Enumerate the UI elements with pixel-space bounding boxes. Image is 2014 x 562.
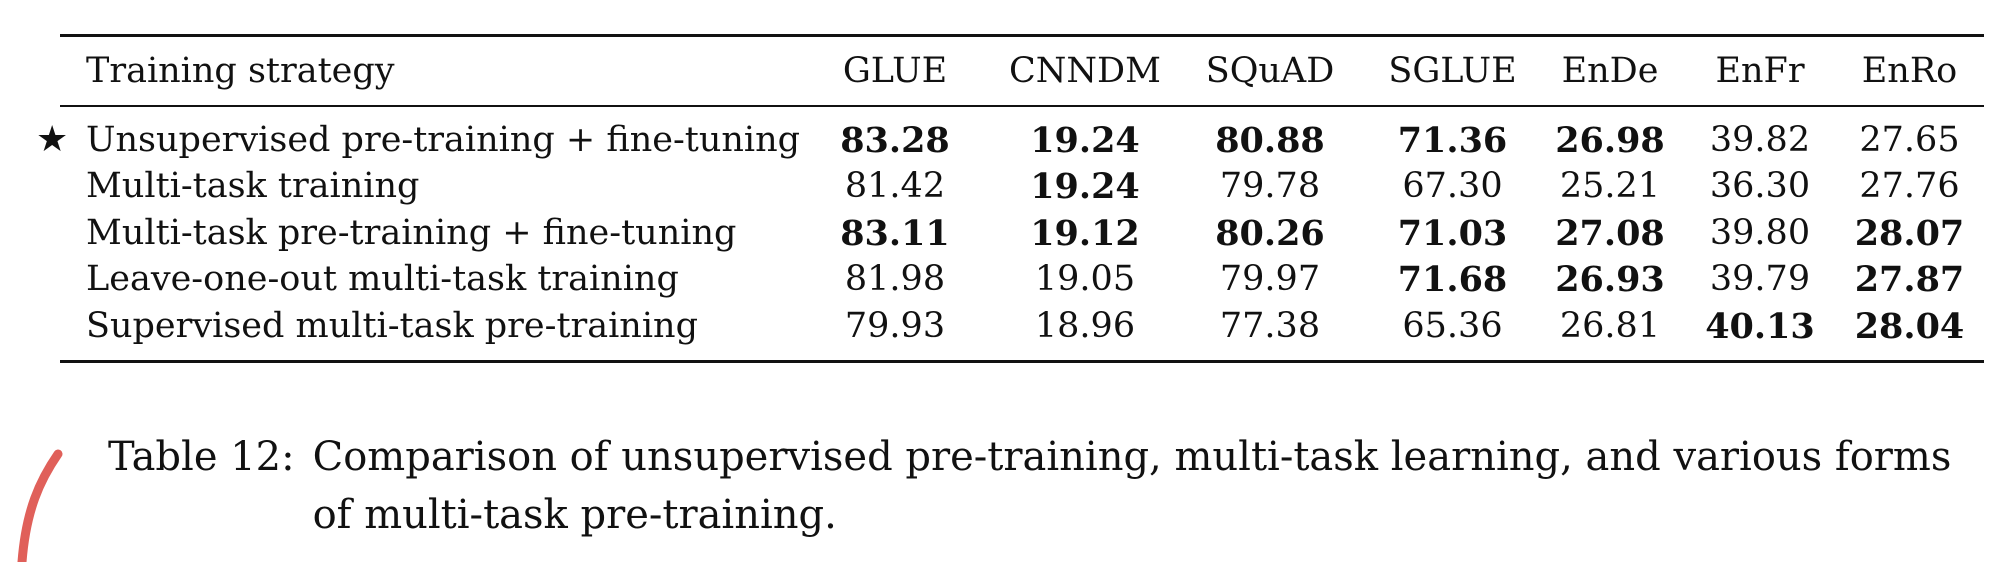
cell-sglue: 67.30 xyxy=(1402,166,1503,207)
table-row: Supervised multi-task pre-training 79.93 1… xyxy=(60,303,1984,350)
cell-glue: 83.11 xyxy=(840,212,950,254)
table-bottom-rule xyxy=(60,359,1984,363)
cell-enro: 27.76 xyxy=(1859,166,1960,207)
cell-cnndm: 19.24 xyxy=(1030,166,1140,208)
results-table: Training strategy GLUE CNNDM SQuAD SGLUE… xyxy=(36,34,1984,363)
caption-label: Table 12: xyxy=(108,434,295,480)
cell-sglue: 71.68 xyxy=(1397,259,1508,301)
cell-cnndm: 19.05 xyxy=(1034,259,1136,300)
row-label: ★ Unsupervised pre-training + fine-tuning xyxy=(36,122,800,158)
cell-cnndm: 18.96 xyxy=(1034,305,1136,346)
cell-sglue: 71.36 xyxy=(1397,119,1508,161)
cell-glue: 81.42 xyxy=(844,166,946,207)
table-header-row: Training strategy GLUE CNNDM SQuAD SGLUE… xyxy=(60,37,1984,105)
cell-squad: 79.97 xyxy=(1219,259,1321,300)
cell-sglue: 71.03 xyxy=(1397,212,1508,254)
cell-squad: 79.78 xyxy=(1219,166,1321,207)
row-label-text: Unsupervised pre-training + fine-tuning xyxy=(86,119,801,160)
cell-squad: 77.38 xyxy=(1219,305,1321,346)
cell-cnndm: 19.24 xyxy=(1030,119,1140,161)
table-caption: Table 12: Comparison of unsupervised pre… xyxy=(108,428,1968,544)
cell-squad: 80.88 xyxy=(1215,119,1325,161)
cell-enfr: 39.82 xyxy=(1709,119,1811,160)
cell-glue: 81.98 xyxy=(844,259,946,300)
cell-cnndm: 19.12 xyxy=(1030,212,1140,254)
header-training-strategy: Training strategy xyxy=(86,50,395,91)
caption-text: Comparison of unsupervised pre-training,… xyxy=(312,434,1952,538)
cell-enfr: 39.79 xyxy=(1709,259,1811,300)
cell-ende: 26.98 xyxy=(1555,119,1665,161)
cell-sglue: 65.36 xyxy=(1402,305,1503,346)
cell-enfr: 36.30 xyxy=(1709,166,1811,207)
table-body: ★ Unsupervised pre-training + fine-tuning… xyxy=(36,117,1984,350)
header-enro: EnRo xyxy=(1861,50,1958,91)
table-top-rule xyxy=(60,34,1984,37)
header-squad: SQuAD xyxy=(1205,50,1335,91)
row-label-text: Supervised multi-task pre-training xyxy=(86,305,698,346)
row-label: Multi-task training xyxy=(60,169,790,204)
baseline-star-icon: ★ xyxy=(36,119,69,161)
table-row: Multi-task pre-training + fine-tuning 83.… xyxy=(60,210,1984,257)
cell-enro: 28.04 xyxy=(1854,305,1965,347)
table-row: ★ Unsupervised pre-training + fine-tuning… xyxy=(36,117,1984,164)
header-cnndm: CNNDM xyxy=(1009,50,1161,91)
header-enfr: EnFr xyxy=(1715,50,1805,91)
cell-enro: 27.87 xyxy=(1854,259,1965,301)
table-row: Leave-one-out multi-task training 81.98 19… xyxy=(60,257,1984,304)
cell-ende: 25.21 xyxy=(1559,166,1661,207)
row-label: Supervised multi-task pre-training xyxy=(60,305,790,346)
row-label-text: Leave-one-out multi-task training xyxy=(86,259,679,300)
table-row: Multi-task training 81.42 19.24 79.78 67.30 2… xyxy=(60,164,1984,211)
red-pen-annotation-mark xyxy=(17,449,63,562)
row-label: Multi-task pre-training + fine-tuning xyxy=(60,212,790,253)
cell-glue: 79.93 xyxy=(844,305,946,346)
cell-enfr: 40.13 xyxy=(1705,305,1815,347)
table-header-rule xyxy=(60,105,1984,107)
cell-ende: 27.08 xyxy=(1555,212,1665,254)
header-sglue: SGLUE xyxy=(1388,50,1517,91)
cell-enfr: 39.80 xyxy=(1709,212,1811,253)
header-ende: EnDe xyxy=(1561,50,1659,91)
cell-ende: 26.81 xyxy=(1559,305,1661,346)
cell-enro: 28.07 xyxy=(1854,212,1965,254)
row-label-text: Multi-task training xyxy=(86,166,420,207)
cell-glue: 83.28 xyxy=(840,119,950,161)
row-label-text: Multi-task pre-training + fine-tuning xyxy=(86,212,737,253)
cell-ende: 26.93 xyxy=(1555,259,1665,301)
cell-squad: 80.26 xyxy=(1215,212,1325,254)
cell-enro: 27.65 xyxy=(1859,119,1960,160)
row-label: Leave-one-out multi-task training xyxy=(60,262,790,297)
header-glue: GLUE xyxy=(842,50,948,91)
